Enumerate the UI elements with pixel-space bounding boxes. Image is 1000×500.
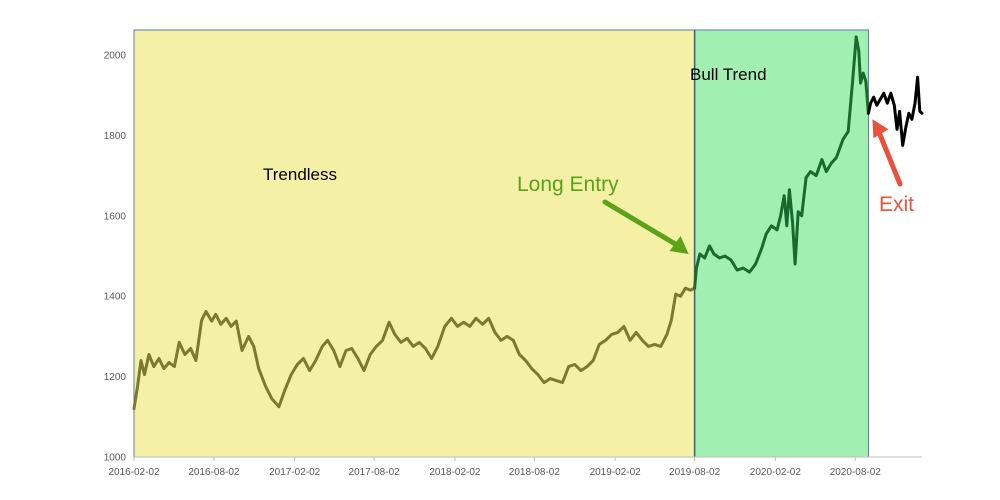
- annotation-exit: Exit: [879, 193, 914, 216]
- series-line-after-exit: [866, 75, 924, 147]
- region-label-trendless: Trendless: [263, 165, 337, 184]
- y-tick-label: 1600: [104, 211, 127, 222]
- x-tick-label: 2016-08-02: [188, 467, 240, 478]
- x-tick-label: 2019-02-02: [590, 467, 642, 478]
- x-tick-label: 2018-02-02: [429, 467, 481, 478]
- x-tick-label: 2016-02-02: [108, 467, 160, 478]
- x-tick-label: 2018-08-02: [509, 467, 561, 478]
- region-trendless: [133, 29, 696, 458]
- y-axis-ticks: 1000 1200 1400 1600 1800 2000: [104, 51, 127, 464]
- x-tick-label: 2019-08-02: [669, 467, 721, 478]
- regions-layer: [133, 29, 869, 458]
- x-tick-label: 2017-02-02: [269, 467, 321, 478]
- region-bull-trend: [694, 29, 869, 458]
- region-label-bull-trend: Bull Trend: [690, 65, 767, 84]
- x-tick-label: 2020-08-02: [830, 467, 882, 478]
- x-tick-label: 2017-08-02: [349, 467, 401, 478]
- labels-layer: Trendless Bull Trend: [263, 65, 767, 184]
- annotation-exit-arrowhead: [872, 119, 889, 139]
- annotation-long-entry: Long Entry: [517, 173, 619, 196]
- y-tick-label: 1200: [104, 372, 127, 383]
- annotation-long-entry-arrowhead: [669, 236, 689, 255]
- x-tick-label: 2020-02-02: [750, 467, 802, 478]
- x-axis-ticks: 2016-02-02 2016-08-02 2017-02-02 2017-08-02…: [108, 457, 881, 478]
- annotation-long-entry-arrow: [602, 199, 682, 249]
- annotation-exit-arrow: [876, 130, 903, 187]
- y-tick-label: 1400: [104, 292, 127, 303]
- series-layer: [132, 35, 924, 411]
- y-tick-label: 2000: [104, 51, 127, 62]
- annotations-layer: Long Entry Exit: [517, 119, 914, 255]
- y-tick-label: 1000: [104, 453, 127, 464]
- series-line-bull: [693, 35, 870, 290]
- y-tick-label: 1800: [104, 131, 127, 142]
- series-line-trendless: [132, 286, 697, 411]
